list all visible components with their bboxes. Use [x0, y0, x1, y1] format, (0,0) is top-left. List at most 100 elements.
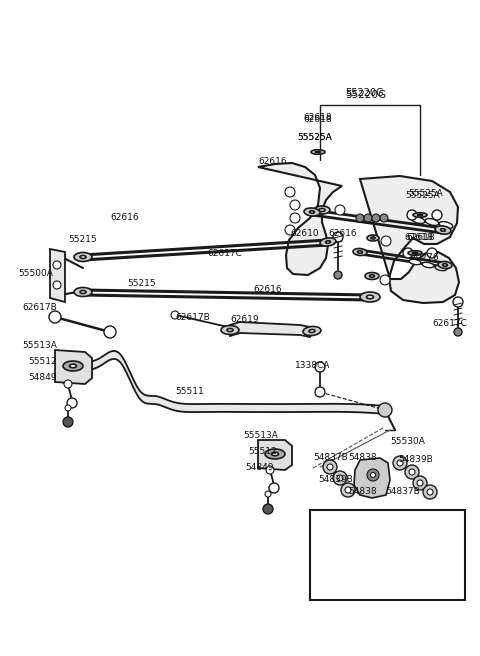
Ellipse shape — [418, 215, 422, 216]
Text: 54837B: 54837B — [313, 453, 348, 462]
Text: 62617C: 62617C — [207, 249, 242, 258]
Ellipse shape — [309, 329, 315, 333]
Circle shape — [453, 297, 463, 307]
Ellipse shape — [360, 292, 380, 302]
Circle shape — [423, 485, 437, 499]
Circle shape — [345, 487, 351, 493]
Text: 62616: 62616 — [253, 285, 282, 295]
Text: 62616: 62616 — [110, 213, 139, 222]
Ellipse shape — [310, 211, 314, 213]
Circle shape — [380, 214, 388, 222]
Circle shape — [335, 205, 345, 215]
Text: 54838: 54838 — [348, 487, 377, 495]
Circle shape — [64, 380, 72, 388]
Ellipse shape — [425, 218, 439, 226]
Polygon shape — [230, 322, 315, 337]
Text: 55511: 55511 — [175, 388, 204, 396]
Ellipse shape — [70, 364, 76, 368]
Text: 55500A: 55500A — [18, 268, 53, 277]
Text: 62618: 62618 — [404, 232, 432, 241]
Ellipse shape — [272, 452, 278, 456]
Ellipse shape — [74, 253, 92, 262]
Circle shape — [393, 456, 407, 470]
Circle shape — [364, 214, 372, 222]
Ellipse shape — [221, 325, 239, 335]
Ellipse shape — [311, 150, 325, 154]
Circle shape — [378, 403, 392, 417]
Circle shape — [427, 248, 437, 258]
Ellipse shape — [439, 222, 453, 228]
Ellipse shape — [314, 206, 330, 214]
Circle shape — [315, 362, 325, 372]
Text: 55220G: 55220G — [345, 88, 384, 98]
Circle shape — [381, 236, 391, 246]
Ellipse shape — [358, 251, 362, 253]
Text: 54849: 54849 — [28, 373, 57, 382]
Polygon shape — [354, 458, 390, 498]
Circle shape — [372, 214, 380, 222]
Bar — [310, 510, 465, 600]
Polygon shape — [55, 350, 92, 384]
Ellipse shape — [319, 209, 325, 211]
Text: 55530A: 55530A — [390, 438, 425, 447]
Circle shape — [327, 464, 333, 470]
Text: 55215: 55215 — [68, 236, 96, 245]
Circle shape — [367, 469, 379, 481]
Circle shape — [333, 471, 347, 485]
Circle shape — [454, 328, 462, 336]
Circle shape — [285, 225, 295, 235]
Circle shape — [269, 483, 279, 493]
Circle shape — [397, 460, 403, 466]
Text: 54838: 54838 — [348, 453, 377, 462]
Circle shape — [432, 210, 442, 220]
Circle shape — [290, 200, 300, 210]
Circle shape — [323, 460, 337, 474]
Text: 54839B: 54839B — [318, 474, 353, 483]
Ellipse shape — [413, 213, 427, 217]
Ellipse shape — [320, 238, 336, 246]
Ellipse shape — [265, 449, 285, 459]
Circle shape — [63, 417, 73, 427]
Circle shape — [333, 232, 343, 242]
Ellipse shape — [408, 251, 422, 255]
Text: 55525A: 55525A — [405, 190, 440, 199]
Ellipse shape — [422, 262, 434, 268]
Ellipse shape — [435, 226, 451, 234]
Text: 54839B: 54839B — [398, 455, 433, 464]
Text: 54837B: 54837B — [385, 487, 420, 497]
Ellipse shape — [412, 252, 418, 254]
Circle shape — [104, 326, 116, 338]
Ellipse shape — [367, 235, 379, 241]
Circle shape — [407, 210, 417, 220]
Circle shape — [58, 369, 72, 383]
Circle shape — [356, 214, 364, 222]
Circle shape — [67, 398, 77, 408]
Ellipse shape — [411, 216, 425, 224]
Circle shape — [53, 281, 61, 289]
Text: 55525A: 55525A — [408, 188, 443, 197]
Circle shape — [341, 483, 355, 497]
Text: 55512: 55512 — [248, 447, 276, 457]
Circle shape — [403, 248, 413, 258]
Circle shape — [65, 405, 71, 411]
Ellipse shape — [370, 275, 374, 277]
Circle shape — [417, 480, 423, 486]
Circle shape — [171, 311, 179, 319]
Circle shape — [265, 491, 271, 497]
Circle shape — [334, 271, 342, 279]
Text: 54849: 54849 — [245, 464, 274, 472]
Circle shape — [53, 261, 61, 269]
Text: 62618: 62618 — [406, 232, 434, 241]
Text: 55215: 55215 — [127, 279, 156, 287]
Ellipse shape — [435, 265, 447, 271]
Ellipse shape — [365, 272, 379, 279]
Circle shape — [409, 469, 415, 475]
Text: 62617B: 62617B — [175, 314, 210, 323]
Circle shape — [405, 465, 419, 479]
Circle shape — [413, 476, 427, 490]
Text: 62617C: 62617C — [432, 319, 467, 327]
Text: 55220G: 55220G — [345, 90, 386, 100]
Ellipse shape — [325, 241, 331, 243]
Ellipse shape — [353, 249, 367, 256]
Ellipse shape — [80, 255, 86, 258]
